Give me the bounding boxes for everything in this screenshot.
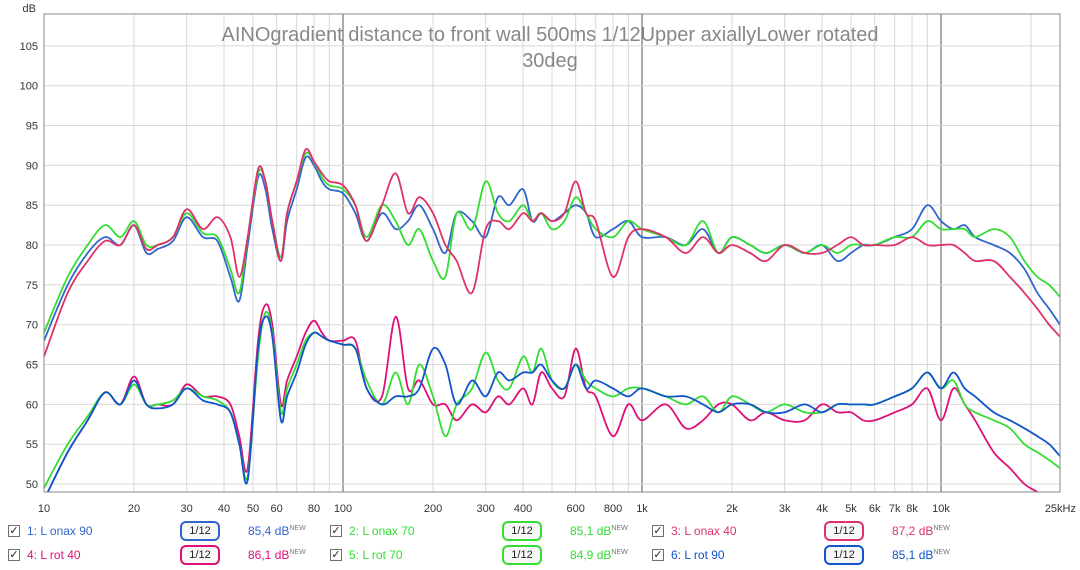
x-tick-label: 400 — [514, 503, 532, 515]
x-tick-label: 10 — [38, 503, 50, 515]
series-6-line — [46, 315, 1060, 492]
x-tick-label: 300 — [476, 503, 494, 515]
series-3-line — [44, 147, 1060, 357]
series-4-smoothing-button[interactable]: 1/12 — [180, 545, 220, 565]
series-6-smoothing-button[interactable]: 1/12 — [824, 545, 864, 565]
y-tick-label: 75 — [26, 280, 38, 292]
x-tick-label: 3k — [779, 503, 791, 515]
x-tick-label: 200 — [424, 503, 442, 515]
series-4-level: 86,1 dBNEW — [248, 548, 306, 562]
x-tick-label: 7k — [889, 503, 901, 515]
y-tick-label: 100 — [20, 81, 38, 93]
x-tick-label: 25kHz — [1045, 503, 1076, 515]
legend-row-2: ✓ 4: L rot 40 1/12 86,1 dBNEW ✓ 5: L rot… — [0, 544, 1080, 568]
series-5-smoothing-button[interactable]: 1/12 — [502, 545, 542, 565]
chart-title-line-1: AINOgradient distance to front wall 500m… — [221, 24, 878, 46]
x-tick-label: 80 — [308, 503, 320, 515]
y-tick-label: 60 — [26, 399, 38, 411]
series-3-level: 87,2 dBNEW — [892, 524, 950, 538]
series-1-smoothing-button[interactable]: 1/12 — [180, 521, 220, 541]
x-tick-label: 4k — [816, 503, 828, 515]
frequency-response-chart: 50 55 60 65 70 75 80 85 90 95 100 105 10 20 30 40 50 60 8… — [0, 0, 1080, 516]
y-tick-label: 50 — [26, 479, 38, 491]
y-tick-label: 55 — [26, 439, 38, 451]
y-tick-label: 70 — [26, 320, 38, 332]
x-tick-label: 8k — [906, 503, 918, 515]
series-4-name: 4: L rot 40 — [27, 548, 81, 562]
x-tick-label: 100 — [334, 503, 352, 515]
x-tick-label: 600 — [566, 503, 584, 515]
plot-background — [0, 0, 1080, 516]
y-tick-label: 85 — [26, 200, 38, 212]
series-2-level: 85,1 dBNEW — [570, 524, 628, 538]
plot-border — [43, 13, 1061, 493]
x-tick-label: 1k — [636, 503, 648, 515]
x-tick-label: 40 — [218, 503, 230, 515]
y-tick-label: 90 — [26, 160, 38, 172]
chart-title: AINOgradient distance to front wall 500m… — [221, 24, 878, 72]
series-3-smoothing-button[interactable]: 1/12 — [824, 521, 864, 541]
x-tick-labels: 10 20 30 40 50 60 80 100 200 300 400 600 800 1k 2k 3k 4k… — [38, 503, 1076, 515]
series-3-checkbox[interactable]: ✓ — [652, 525, 664, 537]
x-tick-label: 60 — [271, 503, 283, 515]
series-6-level: 85,1 dBNEW — [892, 548, 950, 562]
x-tick-label: 30 — [181, 503, 193, 515]
y-tick-label: 65 — [26, 360, 38, 372]
series-2-smoothing-button[interactable]: 1/12 — [502, 521, 542, 541]
y-tick-labels: 50 55 60 65 70 75 80 85 90 95 100 105 — [20, 41, 38, 491]
y-tick-label: 95 — [26, 121, 38, 133]
series-1-name: 1: L onax 90 — [27, 524, 93, 538]
y-tick-label: 80 — [26, 240, 38, 252]
series-4-line — [46, 303, 1040, 492]
chart-title-line-2: 30deg — [522, 50, 578, 72]
series-5-checkbox[interactable]: ✓ — [330, 549, 342, 561]
x-tick-label: 5k — [845, 503, 857, 515]
legend: ✓ 1: L onax 90 1/12 85,4 dBNEW ✓ 2: L on… — [0, 516, 1080, 570]
series-2-name: 2: L onax 70 — [349, 524, 415, 538]
x-tick-label: 2k — [726, 503, 738, 515]
series-6-checkbox[interactable]: ✓ — [652, 549, 664, 561]
series-3-name: 3: L onax 40 — [671, 524, 737, 538]
series-5-name: 5: L rot 70 — [349, 548, 403, 562]
y-tick-label: 105 — [20, 41, 38, 53]
series-6-name: 6: L rot 90 — [671, 548, 725, 562]
x-tick-label: 6k — [869, 503, 881, 515]
series-lines — [44, 147, 1060, 492]
series-1-level: 85,4 dBNEW — [248, 524, 306, 538]
series-2-line — [44, 151, 1060, 334]
series-5-level: 84,9 dBNEW — [570, 548, 628, 562]
series-4-checkbox[interactable]: ✓ — [8, 549, 20, 561]
x-tick-label: 800 — [604, 503, 622, 515]
legend-row-1: ✓ 1: L onax 90 1/12 85,4 dBNEW ✓ 2: L on… — [0, 520, 1080, 544]
x-tick-label: 10k — [932, 503, 950, 515]
x-tick-label: 20 — [128, 503, 140, 515]
x-tick-label: 50 — [247, 503, 259, 515]
series-1-checkbox[interactable]: ✓ — [8, 525, 20, 537]
series-2-checkbox[interactable]: ✓ — [330, 525, 342, 537]
y-axis-label: dB — [23, 3, 36, 15]
